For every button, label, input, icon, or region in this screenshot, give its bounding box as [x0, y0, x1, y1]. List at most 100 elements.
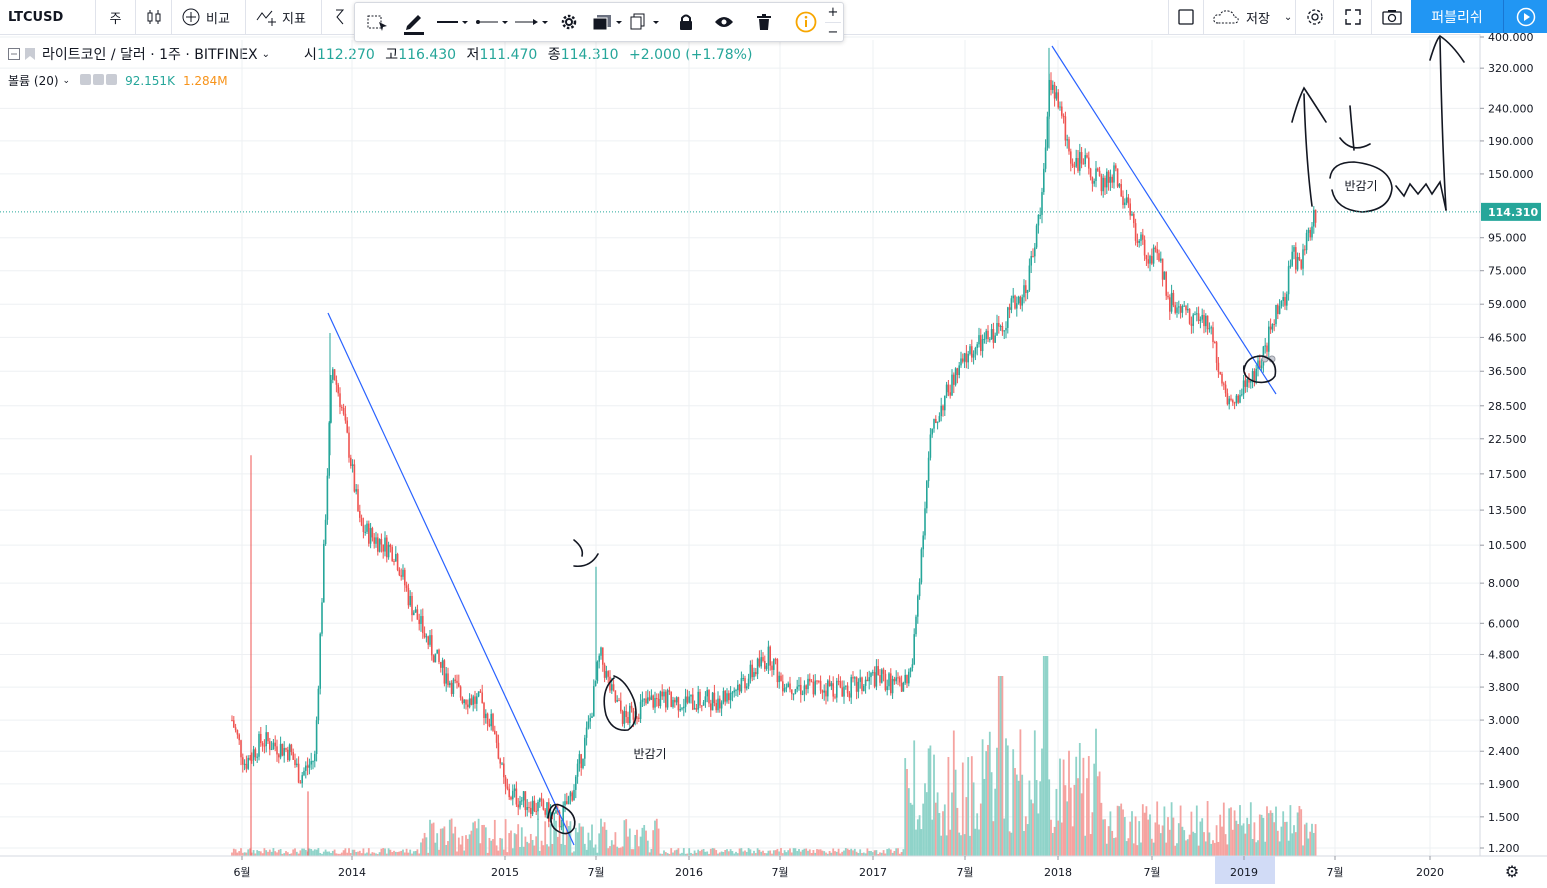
save-dropdown-chevron-icon[interactable]: ⌄ — [1283, 11, 1293, 23]
candle-body — [405, 585, 408, 588]
symbol-search[interactable]: LTCUSD — [0, 0, 96, 34]
candle-body — [891, 678, 894, 694]
candle-body — [936, 421, 939, 424]
price-tick-label: 4.800 — [1488, 648, 1520, 661]
volume-bar — [709, 848, 712, 856]
snapshot-button[interactable] — [1372, 0, 1411, 34]
candle-body — [753, 672, 755, 678]
volume-bar — [805, 848, 808, 856]
compare-button[interactable]: 비교 — [172, 0, 246, 34]
candle-body — [1160, 258, 1162, 261]
settings-button[interactable] — [1296, 0, 1334, 34]
volume-bar — [843, 850, 845, 856]
candle-body — [1219, 371, 1221, 374]
info-button[interactable] — [789, 3, 823, 41]
volume-bar — [355, 851, 358, 856]
volume-bar — [1066, 801, 1069, 856]
pencil-tool-button[interactable] — [397, 3, 431, 41]
hide-button[interactable] — [707, 3, 741, 41]
candle-body — [1082, 163, 1085, 165]
volume-bar — [1176, 843, 1178, 856]
line-end-button[interactable] — [513, 3, 549, 41]
candle-body — [699, 691, 701, 706]
price-tick-label: 150.000 — [1488, 168, 1534, 181]
candle-body — [645, 698, 647, 704]
candle-body — [836, 680, 838, 698]
candle-body — [816, 680, 818, 682]
delete-button[interactable] — [747, 3, 781, 41]
volume-bar — [301, 848, 304, 856]
candle-body — [634, 717, 636, 720]
volume-bar — [1284, 821, 1286, 856]
volume-bar — [717, 853, 719, 856]
candle-body — [305, 765, 307, 771]
volume-close-icon[interactable] — [106, 73, 118, 85]
volume-bar — [1204, 841, 1207, 856]
candle-body — [512, 790, 514, 800]
volume-bar — [1152, 842, 1155, 856]
play-button[interactable] — [1503, 0, 1547, 33]
templates-button[interactable] — [326, 0, 354, 34]
symbol-dropdown-chevron-icon[interactable]: ⌄ — [261, 48, 271, 60]
volume-eye-icon[interactable] — [80, 73, 92, 85]
volume-bar — [960, 835, 962, 856]
candle-body — [1246, 378, 1248, 387]
expand-button[interactable] — [1334, 0, 1372, 34]
candle-body — [593, 686, 595, 717]
candle-body — [344, 413, 347, 421]
clone-button[interactable] — [627, 3, 663, 41]
select-tool-button[interactable] — [361, 3, 395, 41]
chart-type-button[interactable] — [136, 0, 172, 34]
candle-body — [918, 582, 921, 597]
candle-body — [506, 786, 509, 789]
candle-body — [414, 609, 417, 613]
circle-2015-bottom — [547, 803, 576, 835]
volume-dropdown-chevron-icon[interactable]: ⌄ — [62, 75, 71, 86]
lock-button[interactable] — [669, 3, 703, 41]
drawing-settings-button[interactable] — [553, 3, 585, 41]
fullscreen-box-button[interactable] — [1168, 0, 1204, 34]
indicators-button[interactable]: 지표 — [246, 0, 322, 34]
volume-bar — [457, 837, 460, 856]
volume-bar — [551, 843, 554, 856]
interval-button[interactable]: 주 — [96, 0, 136, 34]
line-start-button[interactable] — [473, 3, 509, 41]
volume-bar — [679, 853, 682, 856]
visibility-button[interactable] — [589, 3, 625, 41]
candle-body — [1019, 296, 1022, 306]
volume-bar — [933, 754, 935, 856]
volume-bar — [857, 853, 860, 856]
candle-body — [346, 420, 348, 433]
volume-bar — [268, 849, 271, 856]
publish-button[interactable]: 퍼블리쉬 — [1411, 0, 1503, 33]
collapse-icon[interactable] — [8, 48, 20, 60]
candle-body — [373, 537, 375, 544]
candle-body — [357, 489, 359, 512]
candle-body — [945, 384, 948, 396]
zoom-out-button[interactable]: − — [825, 22, 841, 42]
volume-bar — [1282, 811, 1285, 856]
candle-body — [1154, 247, 1157, 250]
zoom-in-button[interactable]: + — [825, 3, 841, 22]
volume-bar — [807, 850, 809, 856]
symbol-title[interactable]: 라이트코인 / 달러 · 1주 · BITFINEX — [42, 47, 258, 63]
candle-body — [528, 807, 530, 809]
volume-bar — [931, 819, 934, 856]
candle-body — [1131, 213, 1133, 216]
candle-body — [477, 691, 480, 697]
candle-body — [760, 657, 762, 667]
volume-bar — [850, 848, 853, 856]
volume-bar — [733, 853, 736, 856]
candle-body — [938, 416, 941, 422]
volume-title[interactable]: 볼륨 (20) — [8, 74, 59, 88]
low-label: 저 — [466, 47, 480, 63]
volume-bar — [1114, 837, 1117, 856]
candle-body — [621, 711, 624, 724]
save-button[interactable]: 저장 ⌄ — [1204, 0, 1296, 34]
candle-body — [762, 657, 764, 661]
volume-settings-icon[interactable] — [93, 73, 105, 85]
volume-bar — [522, 846, 525, 856]
line-style-button[interactable] — [435, 3, 469, 41]
volume-bar — [247, 849, 250, 856]
